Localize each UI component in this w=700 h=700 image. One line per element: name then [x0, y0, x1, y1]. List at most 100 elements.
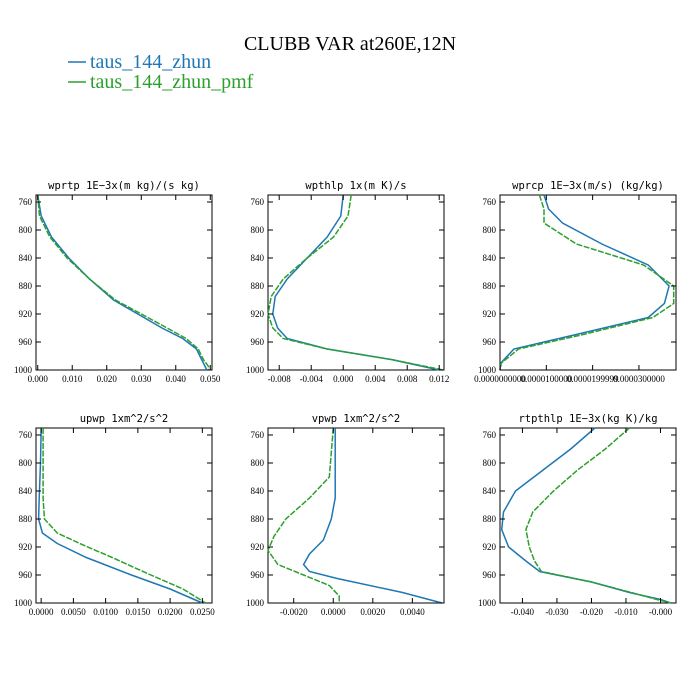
y-tick-label: 840 [19, 253, 33, 263]
y-tick-label: 760 [483, 197, 497, 207]
panel-1: wpthlp 1x(m K)/s7608008408809209601000-0… [246, 180, 449, 384]
y-tick-label: 960 [19, 570, 33, 580]
series-line-zhun-pmf [499, 194, 675, 371]
panel-title: wprcp 1E−3x(m/s) (kg/kg) [512, 180, 664, 192]
series-line-zhun [272, 194, 440, 371]
x-tick-label: -0.030 [545, 607, 569, 617]
y-tick-label: 920 [251, 542, 265, 552]
x-tick-label: -0.008 [268, 374, 292, 384]
x-tick-label: 0.004 [365, 374, 386, 384]
x-tick-label: 0.0050 [61, 607, 86, 617]
y-tick-label: 840 [483, 486, 497, 496]
legend-label-zhun-pmf: taus_144_zhun_pmf [90, 71, 254, 93]
x-tick-label: 0.0250 [190, 607, 215, 617]
x-tick-label: 0.0020 [360, 607, 385, 617]
x-tick-label: -0.0020 [280, 607, 308, 617]
x-tick-label: -0.000 [649, 607, 673, 617]
plot-frame [267, 194, 445, 371]
series-group [36, 194, 210, 371]
series-line-zhun-pmf [267, 194, 444, 371]
plot-frame [267, 427, 445, 604]
x-tick-label: 0.020 [97, 374, 118, 384]
y-tick-label: 920 [19, 309, 33, 319]
x-tick-label: 0.000 [28, 374, 49, 384]
y-tick-label: 840 [251, 253, 265, 263]
y-tick-label: 800 [19, 458, 33, 468]
y-tick-label: 1000 [14, 598, 33, 608]
y-tick-label: 760 [251, 197, 265, 207]
panel-0: wprtp 1E−3x(m kg)/(s kg) 760 800 840 880 920 9… [14, 180, 221, 384]
y-tick-label: 800 [251, 458, 265, 468]
figure-title: CLUBB VAR at260E,12N [244, 33, 456, 55]
x-tick-label: 0.010 [62, 374, 83, 384]
x-tick-label: -0.040 [511, 607, 535, 617]
x-tick-label: 0.0000 [29, 607, 54, 617]
x-tick-label: 0.0000 [321, 607, 346, 617]
panel-title: upwp 1xm^2/s^2 [80, 413, 169, 425]
y-tick-label: 840 [251, 486, 265, 496]
y-tick-label: 1000 [246, 365, 265, 375]
x-tick-label: 0.0000000000 [474, 374, 526, 384]
panel-5: rtpthlp 1E−3x(kg K)/kg 760 800 840 880 920 960… [478, 413, 677, 617]
legend: taus_144_zhun taus_144_zhun_pmf [68, 51, 254, 93]
y-tick-label: 960 [483, 337, 497, 347]
y-tick-label: 760 [251, 430, 265, 440]
x-tick-label: 0.0000199999 [567, 374, 619, 384]
plot-frame [499, 427, 677, 604]
y-tick-label: 760 [19, 430, 33, 440]
y-tick-label: 800 [19, 225, 33, 235]
y-tick-label: 840 [483, 253, 497, 263]
y-tick-label: 880 [251, 514, 265, 524]
series-group [500, 427, 672, 604]
panel-title: rtpthlp 1E−3x(kg K)/kg [518, 413, 657, 425]
y-tick-label: 920 [483, 309, 497, 319]
series-line-zhun [499, 194, 670, 371]
x-tick-label: -0.004 [300, 374, 324, 384]
x-tick-label: 0.0040 [400, 607, 425, 617]
series-line-zhun [37, 427, 203, 604]
y-tick-label: 960 [483, 570, 497, 580]
x-tick-label: 0.0100 [93, 607, 118, 617]
series-line-zhun [500, 427, 672, 604]
panel-title: vpwp 1xm^2/s^2 [312, 413, 401, 425]
legend-label-zhun: taus_144_zhun [90, 51, 211, 73]
x-tick-label: 0.0000300000 [613, 374, 665, 384]
x-tick-label: -0.020 [580, 607, 604, 617]
y-tick-label: 880 [19, 281, 33, 291]
panel-title: wpthlp 1x(m K)/s [305, 180, 406, 192]
x-tick-label: -0.010 [614, 607, 638, 617]
x-tick-label: 0.050 [200, 374, 221, 384]
y-tick-label: 960 [251, 570, 265, 580]
y-tick-label: 1000 [478, 365, 497, 375]
y-tick-label: 760 [483, 430, 497, 440]
y-tick-label: 1000 [14, 365, 33, 375]
y-tick-label: 800 [483, 225, 497, 235]
y-tick-label: 920 [483, 542, 497, 552]
series-group [499, 194, 675, 371]
y-tick-label: 1000 [246, 598, 265, 608]
panel-2: wprcp 1E−3x(m/s) (kg/kg) 760 800 840 880 920 9… [474, 180, 677, 384]
series-group [37, 427, 206, 604]
series-line-zhun [302, 428, 443, 604]
plot-frame [35, 427, 213, 604]
y-tick-label: 880 [483, 514, 497, 524]
x-tick-label: 0.012 [429, 374, 449, 384]
x-tick-label: 0.0150 [125, 607, 150, 617]
y-tick-label: 960 [19, 337, 33, 347]
series-group [267, 194, 444, 371]
y-tick-label: 880 [483, 281, 497, 291]
series-line-zhun-pmf [525, 427, 671, 604]
panel-4: vpwp 1xm^2/s^2 760 800 840 880 920 960 1000 -0.0… [246, 413, 445, 617]
series-line-zhun-pmf [42, 428, 206, 604]
y-tick-label: 880 [19, 514, 33, 524]
plot-frame [35, 194, 213, 371]
y-tick-label: 840 [19, 486, 33, 496]
panel-3: upwp 1xm^2/s^276080084088092096010000.00… [14, 413, 215, 617]
panel-title: wprtp 1E−3x(m kg)/(s kg) [48, 180, 200, 192]
y-tick-label: 760 [19, 197, 33, 207]
y-tick-label: 920 [251, 309, 265, 319]
series-line-zhun-pmf [36, 194, 210, 370]
x-tick-label: 0.030 [131, 374, 152, 384]
x-tick-label: 0.040 [166, 374, 187, 384]
